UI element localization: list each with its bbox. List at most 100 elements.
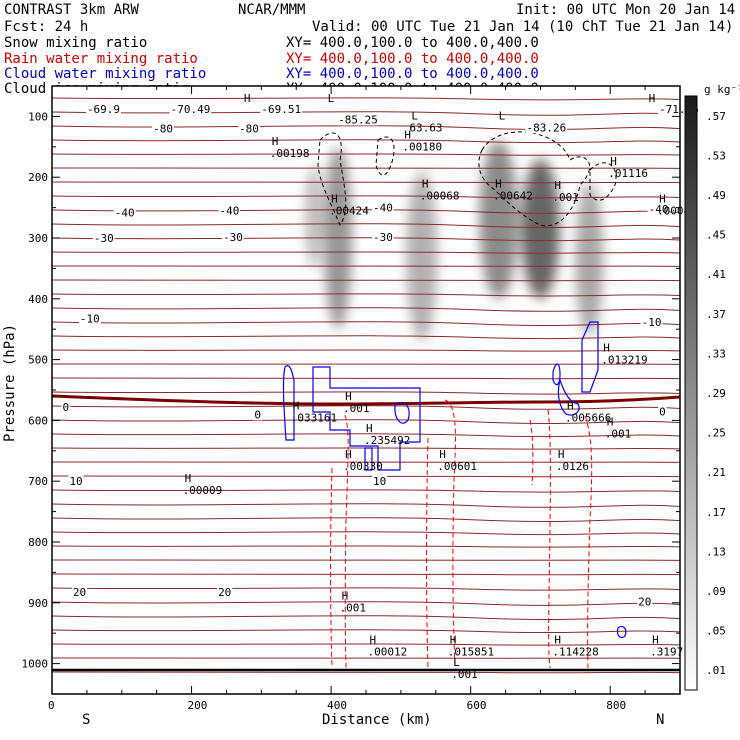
- isotherm-line: [52, 447, 680, 450]
- isotherm-label-bg: [217, 585, 233, 598]
- isotherm-label-bg: [525, 121, 568, 134]
- y-tick-label: 800: [28, 536, 48, 549]
- isotherm-label: 10: [69, 475, 82, 488]
- extremum-marker: H: [652, 633, 659, 646]
- isotherm-line: [52, 405, 680, 410]
- freezing-level-line: [52, 394, 680, 406]
- extremum-value: .005666: [565, 411, 611, 424]
- header-valid: Valid: 00 UTC Tue 21 Jan 14 (10 ChT Tue …: [312, 19, 733, 35]
- y-tick-label: 700: [28, 475, 48, 488]
- colorbar-tick-label: .05: [706, 625, 726, 638]
- isotherm-label-bg: [113, 206, 136, 219]
- extremum-marker: H: [659, 193, 666, 206]
- y-tick-label: 1000: [22, 658, 49, 671]
- isotherm-line: [52, 293, 680, 297]
- extremum-value: .001: [605, 428, 632, 441]
- extremum-value: .015851: [448, 645, 494, 658]
- extremum-value: .001: [552, 191, 579, 204]
- isotherm-label-bg: [658, 405, 667, 418]
- rain-water-contours: [330, 399, 593, 669]
- isotherm-line: [52, 419, 680, 425]
- isotherm-line: [52, 573, 680, 576]
- extremum-value: .001: [451, 668, 478, 681]
- cloud-water-contours: [282, 321, 627, 639]
- field-name-snow: Snow mixing ratio: [4, 35, 147, 51]
- snow-plume: [406, 171, 438, 342]
- y-tick-label: 200: [28, 171, 48, 184]
- isotherm-label: -40: [219, 205, 239, 218]
- y-tick-label: 500: [28, 354, 48, 367]
- isotherm-label: -69.51: [261, 103, 301, 116]
- field-xy-cloud-water: XY= 400.0,100.0 to 400.0,400.0: [286, 66, 539, 82]
- isotherm-label-bg: [78, 312, 101, 325]
- extremum-marker: H: [567, 399, 574, 412]
- x-axis-right-end: N: [656, 712, 664, 728]
- isotherm-label: -40: [115, 206, 135, 219]
- isotherm-line: [52, 643, 680, 646]
- extremum-value: .00009: [183, 484, 223, 497]
- isotherm-label: -83.26: [526, 121, 566, 134]
- extremum-value: .00424: [329, 205, 369, 218]
- colorbar-tick-label: .45: [706, 229, 726, 242]
- extremum-value: .01116: [608, 167, 648, 180]
- colorbar-tick-label: .21: [706, 466, 726, 479]
- extremum-value: .0008: [657, 205, 690, 218]
- colorbar-tick-label: .13: [706, 545, 726, 558]
- isotherm-line: [52, 391, 680, 395]
- isotherm-label-bg: [152, 122, 174, 135]
- extremum-value: .0126: [556, 460, 589, 473]
- isotherm-label-bg: [71, 585, 88, 598]
- isotherm-label: -40: [373, 202, 393, 215]
- extremum-marker: L: [411, 109, 418, 122]
- field-name-rain: Rain water mixing ratio: [4, 51, 198, 67]
- header-title-center: NCAR/MMM: [238, 2, 305, 18]
- header-fcst: Fcst: 24 h: [4, 19, 88, 35]
- colorbar-tick-label: .01: [706, 664, 726, 677]
- x-axis-label: Distance (km): [322, 712, 432, 728]
- isotherm-line: [52, 671, 680, 674]
- snow-plume: [521, 158, 560, 299]
- isotherm-label-bg: [371, 230, 394, 243]
- isotherm-label-bg: [371, 201, 394, 214]
- extremum-marker: H: [293, 399, 300, 412]
- x-tick-label: 200: [188, 699, 208, 712]
- isotherm-line: [52, 615, 680, 620]
- colorbar-tick-label: .25: [706, 427, 726, 440]
- extremum-value: .013219: [601, 354, 647, 367]
- extremum-value: .00198: [270, 147, 310, 160]
- isotherm-label: -85.25: [338, 113, 378, 126]
- isotherm-line: [52, 153, 680, 156]
- colorbar-tick-label: .17: [706, 506, 726, 519]
- extremum-marker: H: [649, 92, 656, 105]
- colorbar-tick-label: .29: [706, 387, 726, 400]
- extremum-value: .00068: [420, 189, 460, 202]
- snow-plume: [304, 165, 323, 269]
- extremum-value: .3197: [650, 645, 683, 658]
- isotherm-label-bg: [92, 232, 115, 244]
- isotherm-label-bg: [640, 315, 663, 328]
- extremum-value: .001: [340, 602, 367, 615]
- plot-background: [52, 86, 680, 694]
- extremum-marker: H: [607, 416, 614, 429]
- isotherm-label: -80: [239, 123, 259, 136]
- isotherm-label: -80: [153, 123, 173, 136]
- field-name-cloud-water: Cloud water mixing ratio: [4, 66, 206, 82]
- extremum-value: .235492: [364, 434, 410, 447]
- extremum-value: .00330: [343, 460, 383, 473]
- isotherm-label-bg: [253, 408, 262, 421]
- isotherm-label: 0: [62, 401, 69, 414]
- extremum-value: .033161: [291, 411, 337, 424]
- extremum-marker: H: [439, 448, 446, 461]
- extremum-marker: H: [450, 633, 457, 646]
- extremum-value: .00642: [493, 189, 533, 202]
- isotherm-label-bg: [337, 113, 379, 126]
- isotherm-label: -70.49: [171, 103, 211, 116]
- colorbar-unit: g kg⁻¹: [704, 83, 740, 96]
- extremum-marker: H: [366, 422, 373, 435]
- y-tick-label: 900: [28, 597, 48, 610]
- isotherm-label-bg: [637, 595, 653, 608]
- x-tick-label: 0: [48, 699, 55, 712]
- isotherm-line: [52, 237, 680, 242]
- isotherm-line: [52, 587, 680, 591]
